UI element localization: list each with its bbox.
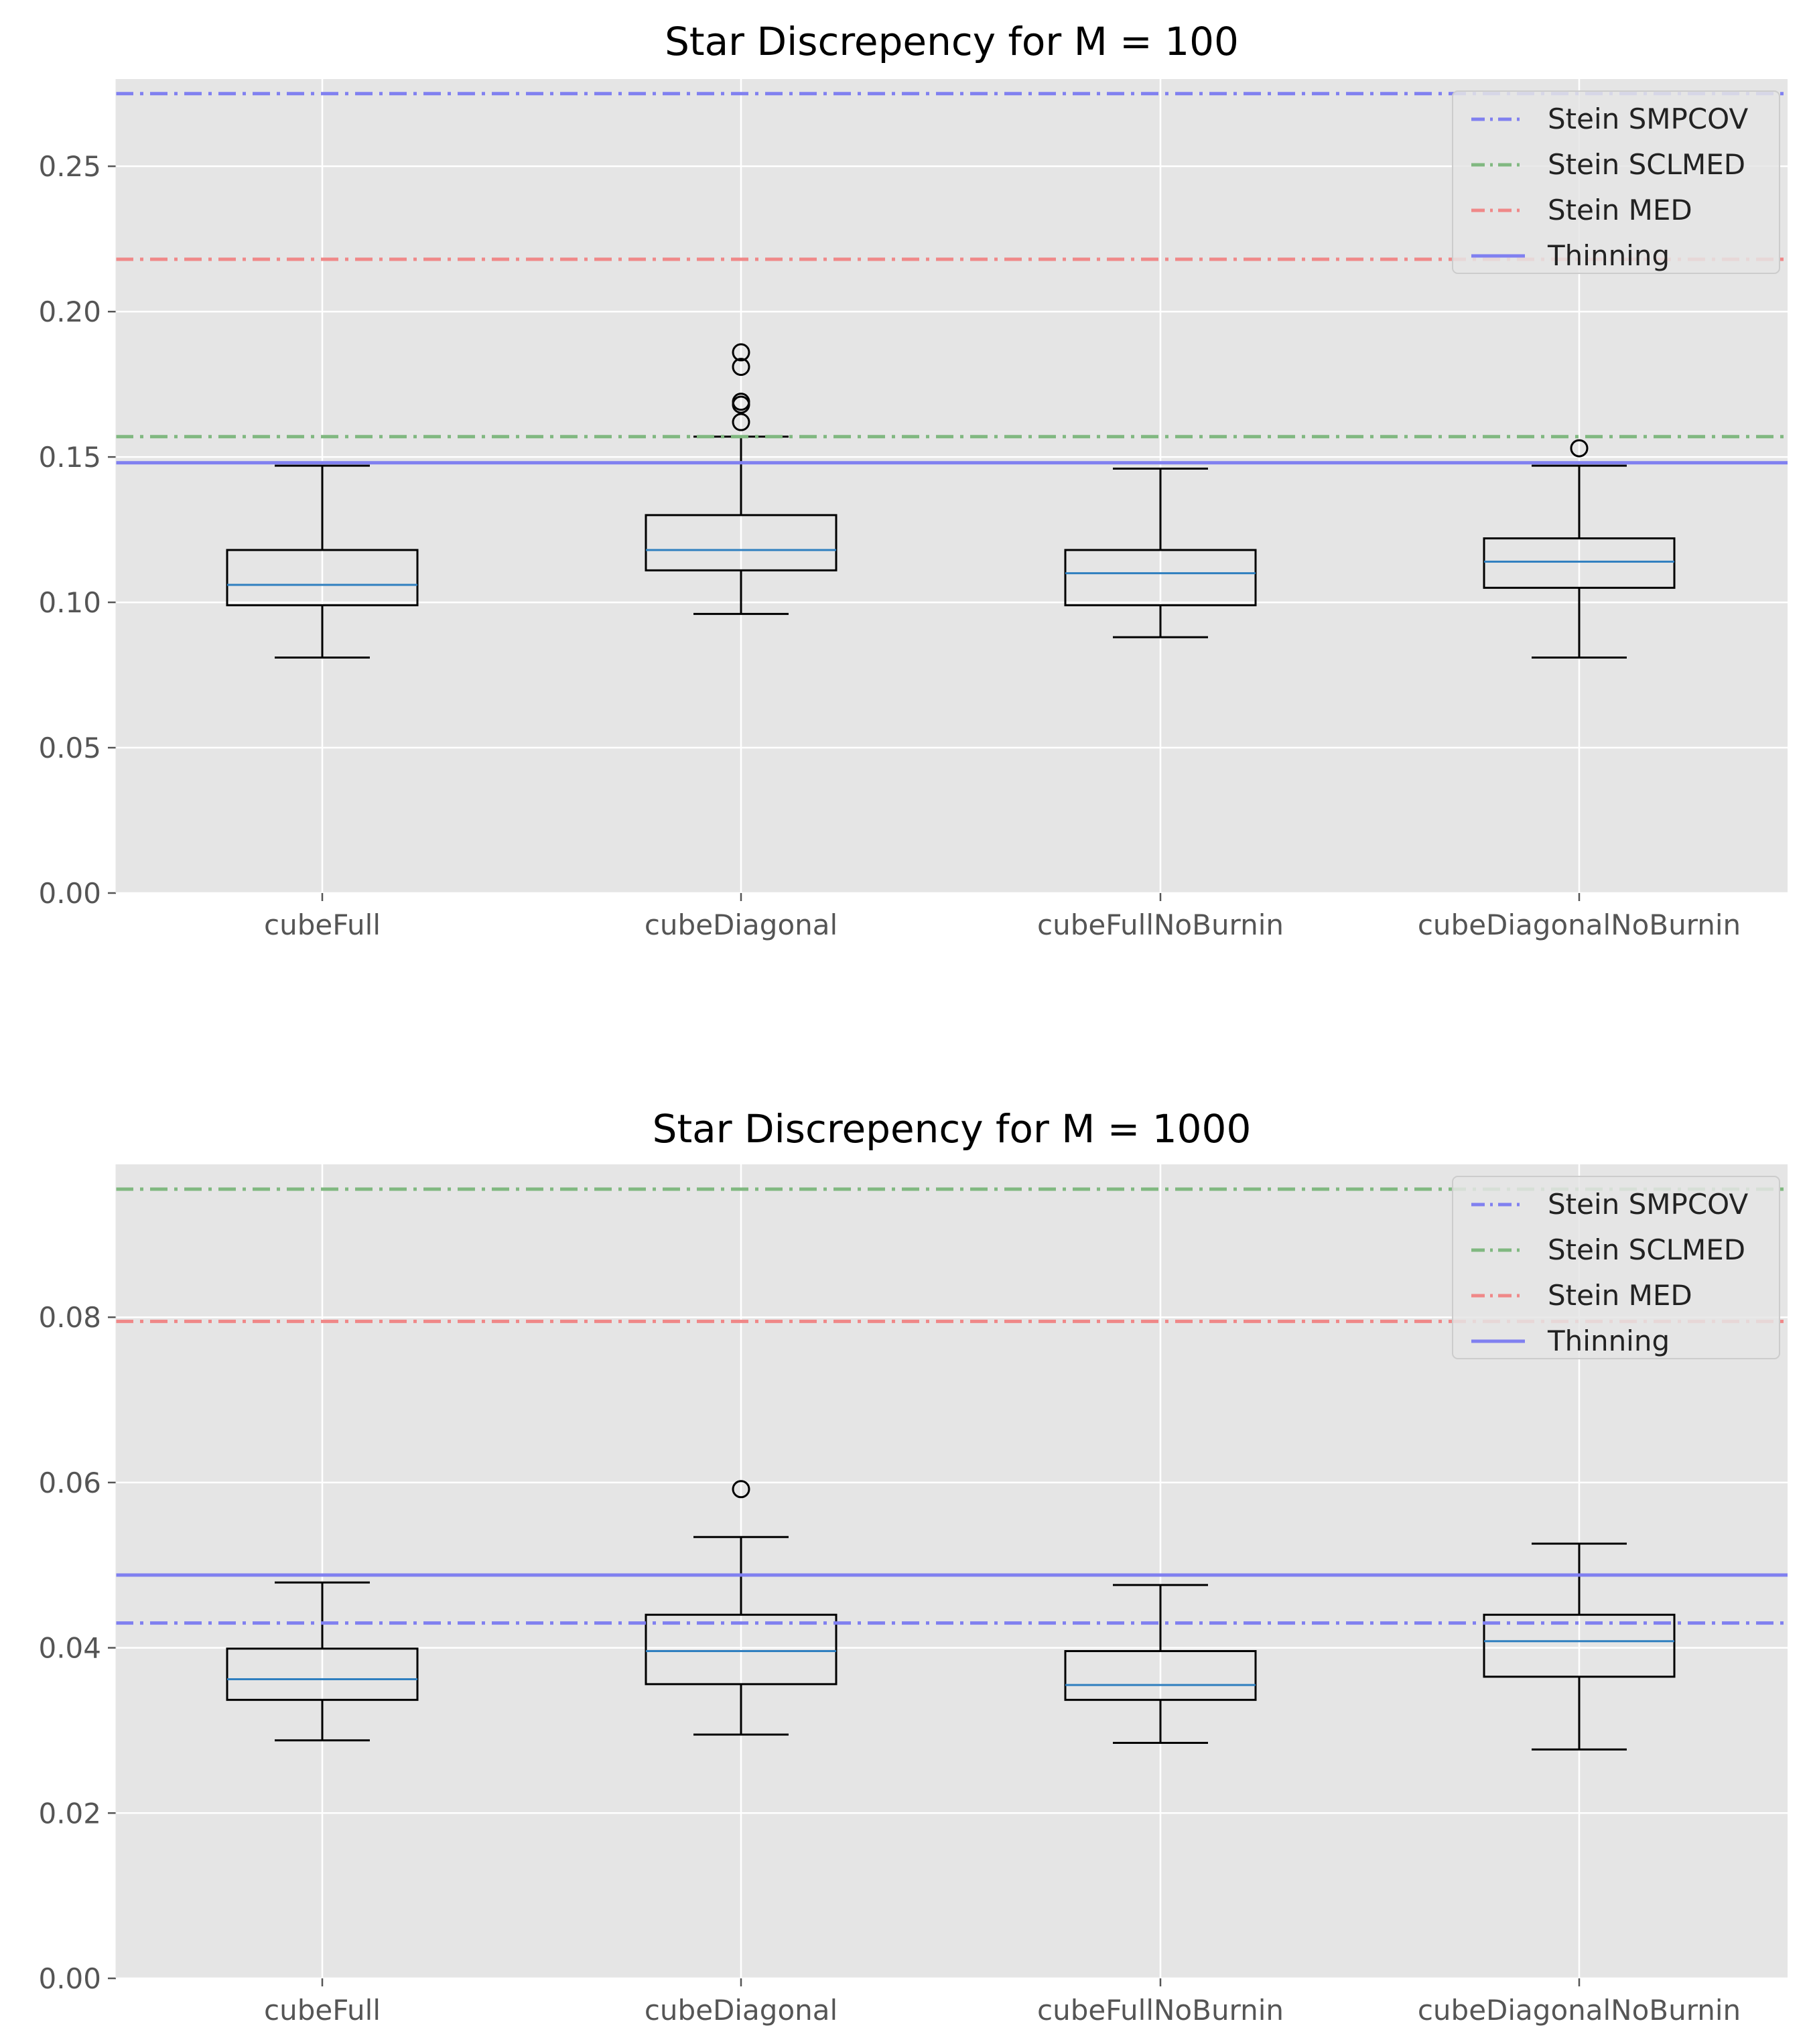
legend-label: Stein SMPCOV xyxy=(1548,103,1748,135)
box-iqr xyxy=(226,1647,419,1701)
y-tick-label: 0.05 xyxy=(38,732,101,764)
x-tick-label: cubeFullNoBurnin xyxy=(1037,908,1284,941)
chart-title: Star Discrepency for M = 1000 xyxy=(653,1106,1252,1152)
y-tick-label: 0.02 xyxy=(38,1797,101,1830)
y-tick-label: 0.00 xyxy=(38,877,101,910)
box-iqr xyxy=(1483,537,1676,589)
outlier-point xyxy=(732,393,750,411)
y-tick-label: 0.06 xyxy=(38,1467,101,1499)
x-tick-label: cubeFull xyxy=(264,1994,381,2027)
chart-title: Star Discrepency for M = 100 xyxy=(665,19,1239,64)
chart-panel-2: 0.00 0.02 0.04 0.06 0.08 cubeFull cubeDiagonal… xyxy=(38,1106,1788,2027)
box-iqr xyxy=(1064,1650,1257,1701)
x-tick-label: cubeFull xyxy=(264,908,381,941)
outlier-point xyxy=(1570,439,1589,458)
legend-label: Stein MED xyxy=(1548,194,1692,226)
y-tick-label: 0.04 xyxy=(38,1632,101,1665)
legend-label: Stein MED xyxy=(1548,1279,1692,1312)
legend: Stein SMPCOV Stein SCLMED Stein MED Thinnin… xyxy=(1452,1176,1780,1359)
x-tick-label: cubeDiagonalNoBurnin xyxy=(1418,908,1741,941)
chart-panel-1: 0.00 0.05 0.10 0.15 0.20 0.25 cubeFull cubeDiag… xyxy=(38,19,1788,941)
box-iqr xyxy=(1483,1613,1676,1678)
x-tick-label: cubeFullNoBurnin xyxy=(1037,1994,1284,2027)
box-cubeFullNoBurnin xyxy=(1064,467,1257,638)
x-tick-label: cubeDiagonalNoBurnin xyxy=(1418,1994,1741,2027)
legend-label: Stein SMPCOV xyxy=(1548,1188,1748,1221)
legend: Stein SMPCOV Stein SCLMED Stein MED Thinnin… xyxy=(1452,90,1780,274)
y-tick-label: 0.15 xyxy=(38,441,101,474)
legend-frame xyxy=(1452,1176,1780,1359)
y-tick-label: 0.00 xyxy=(38,1962,101,1995)
x-tick-label: cubeDiagonal xyxy=(645,908,838,941)
legend-label: Stein SCLMED xyxy=(1548,1233,1745,1266)
legend-label: Stein SCLMED xyxy=(1548,148,1745,181)
box-iqr xyxy=(226,549,419,606)
box-cubeFullNoBurnin xyxy=(1064,1584,1257,1744)
legend-label: Thinning xyxy=(1547,239,1670,272)
y-tick-label: 0.08 xyxy=(38,1301,101,1334)
outlier-point xyxy=(732,358,750,377)
box-iqr xyxy=(1064,549,1257,606)
outlier-point xyxy=(732,1480,750,1499)
x-tick-label: cubeDiagonal xyxy=(645,1994,838,2027)
outlier-point xyxy=(732,413,750,431)
box-cubeDiagonalNoBurnin xyxy=(1483,1542,1676,1751)
y-tick-label: 0.10 xyxy=(38,586,101,619)
legend-label: Thinning xyxy=(1547,1324,1670,1357)
y-tick-label: 0.25 xyxy=(38,150,101,183)
legend-frame xyxy=(1452,90,1780,274)
box-iqr xyxy=(645,514,838,571)
box-cubeFull xyxy=(226,464,419,659)
y-tick-label: 0.20 xyxy=(38,295,101,328)
box-cubeDiagonalNoBurnin xyxy=(1483,439,1676,659)
box-cubeFull xyxy=(226,1581,419,1742)
box-iqr xyxy=(645,1613,838,1686)
outlier-point xyxy=(732,343,750,362)
